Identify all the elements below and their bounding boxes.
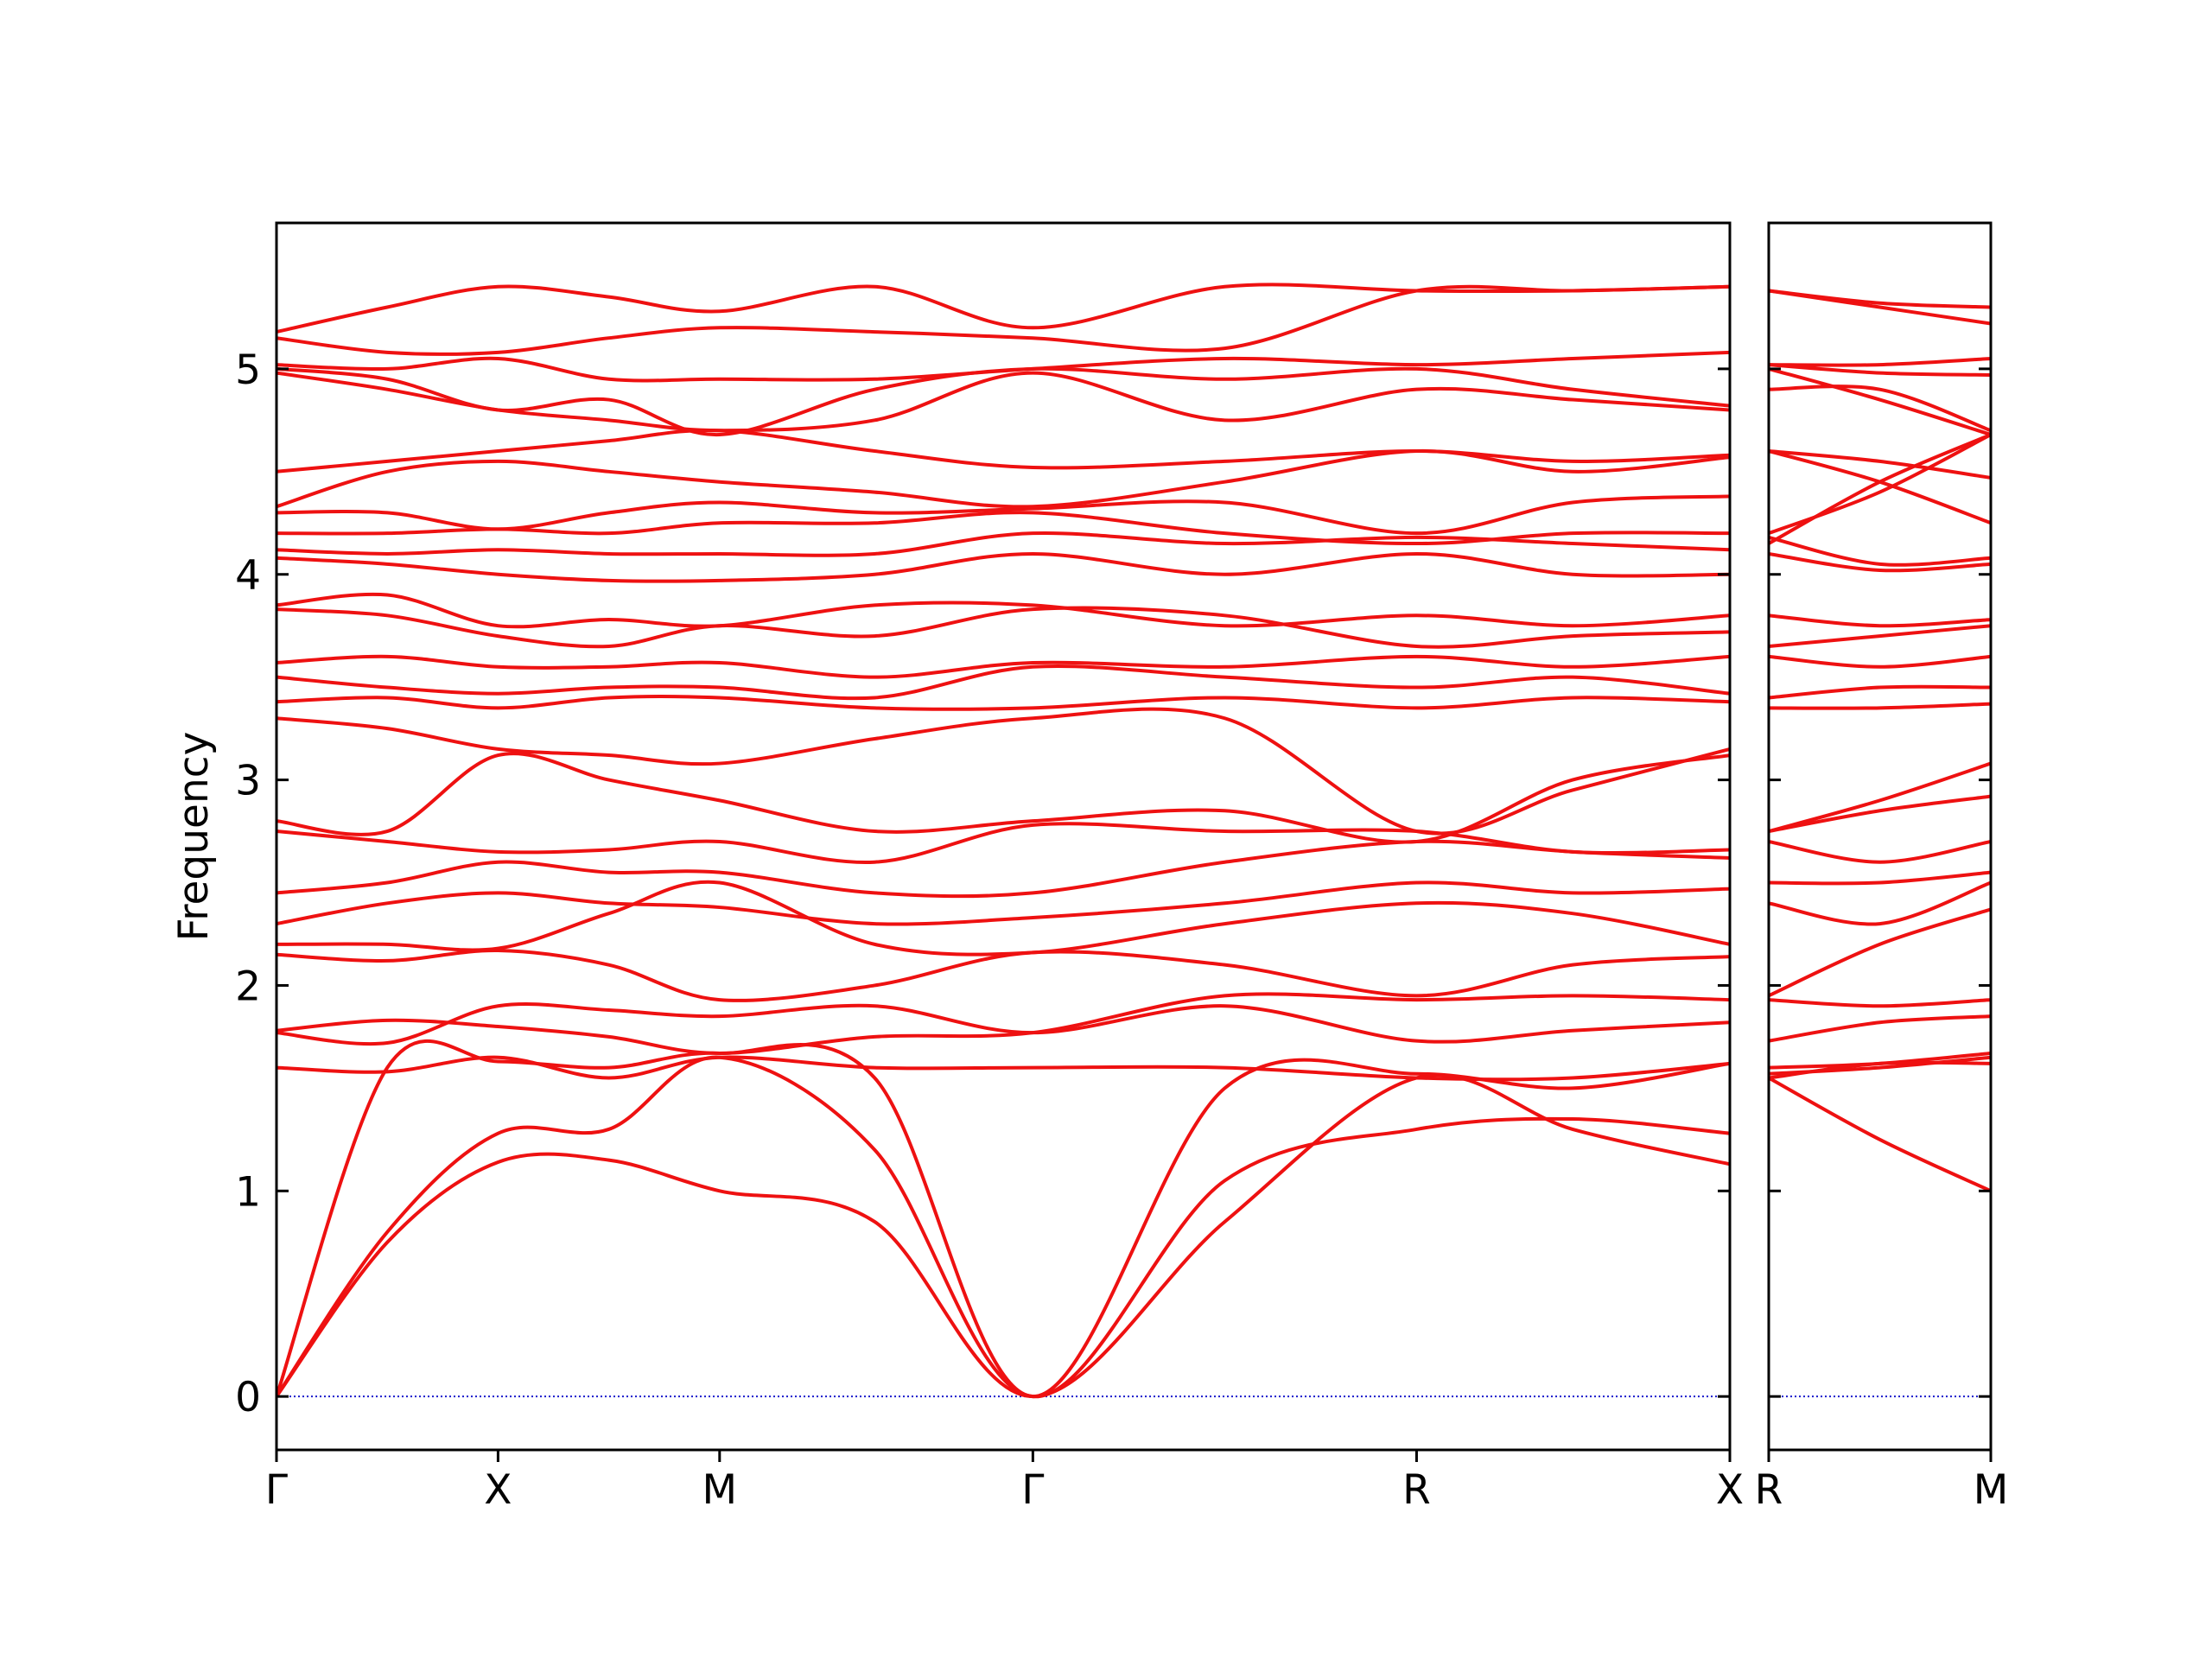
band-line bbox=[276, 1055, 1730, 1082]
plot-area bbox=[276, 283, 1730, 1399]
band-line bbox=[276, 606, 1730, 649]
band-line bbox=[1769, 684, 1991, 700]
band-line bbox=[1769, 613, 1991, 628]
axes-frame bbox=[275, 221, 1732, 1452]
band-line bbox=[1769, 870, 1991, 886]
band-line bbox=[1769, 535, 1991, 567]
band-line bbox=[276, 1002, 1730, 1046]
band-line bbox=[276, 1073, 1730, 1399]
x-tick-label: R bbox=[1755, 1466, 1783, 1514]
band-line bbox=[1769, 289, 1991, 309]
band-line bbox=[1769, 1076, 1991, 1193]
band-line bbox=[1769, 1014, 1991, 1043]
x-tick-label: M bbox=[702, 1466, 738, 1514]
x-tick-label: X bbox=[1716, 1466, 1744, 1514]
y-tick-label: 5 bbox=[235, 346, 261, 394]
band-line bbox=[276, 839, 1730, 899]
band-line bbox=[276, 428, 1730, 474]
band-line bbox=[1769, 880, 1991, 926]
band-line bbox=[1769, 624, 1991, 648]
y-tick-label: 4 bbox=[235, 552, 261, 600]
band-line bbox=[1769, 1060, 1991, 1080]
band-line bbox=[1769, 998, 1991, 1008]
band-line bbox=[1769, 449, 1991, 480]
band-line bbox=[1769, 839, 1991, 864]
band-line bbox=[276, 707, 1730, 836]
band-line bbox=[276, 992, 1730, 1055]
band-line bbox=[276, 822, 1730, 865]
band-line bbox=[1769, 761, 1991, 834]
band-line bbox=[1769, 551, 1991, 573]
band-line bbox=[276, 752, 1730, 844]
x-tick-label: X bbox=[484, 1466, 512, 1514]
band-line bbox=[276, 531, 1730, 557]
x-tick-label: Γ bbox=[1021, 1466, 1044, 1514]
band-line bbox=[276, 551, 1730, 583]
band-line bbox=[276, 283, 1730, 334]
y-tick-label: 0 bbox=[235, 1374, 261, 1421]
y-tick-label: 1 bbox=[235, 1168, 261, 1216]
band-line bbox=[276, 366, 1730, 436]
band-line bbox=[276, 448, 1730, 509]
x-tick-label: Γ bbox=[265, 1466, 288, 1514]
band-line bbox=[276, 664, 1730, 701]
band-line bbox=[1769, 449, 1991, 525]
band-line bbox=[276, 494, 1730, 536]
y-tick-label: 3 bbox=[235, 758, 261, 805]
band-line bbox=[1769, 794, 1991, 834]
band-line bbox=[276, 694, 1730, 711]
band-line bbox=[1769, 907, 1991, 998]
band-line bbox=[276, 592, 1730, 629]
plot-area bbox=[1769, 289, 1991, 1398]
band-line bbox=[1769, 363, 1991, 378]
band-line bbox=[276, 1055, 1730, 1399]
y-axis-label: Frequency bbox=[170, 732, 218, 942]
x-tick-label: M bbox=[1974, 1466, 2009, 1514]
band-line bbox=[276, 949, 1730, 1002]
band-line bbox=[276, 654, 1730, 679]
band-line bbox=[276, 1039, 1730, 1399]
y-tick-label: 2 bbox=[235, 963, 261, 1010]
band-line bbox=[1769, 385, 1991, 433]
band-line bbox=[276, 880, 1730, 926]
x-tick-label: R bbox=[1402, 1466, 1431, 1514]
band-line bbox=[276, 284, 1730, 356]
band-line bbox=[1769, 702, 1991, 710]
band-line bbox=[276, 350, 1730, 383]
band-line bbox=[1769, 432, 1991, 536]
band-line bbox=[1769, 654, 1991, 669]
band-line bbox=[276, 880, 1730, 957]
band-line bbox=[1769, 366, 1991, 436]
band-line bbox=[1769, 356, 1991, 367]
axes-frame bbox=[1767, 221, 1993, 1452]
